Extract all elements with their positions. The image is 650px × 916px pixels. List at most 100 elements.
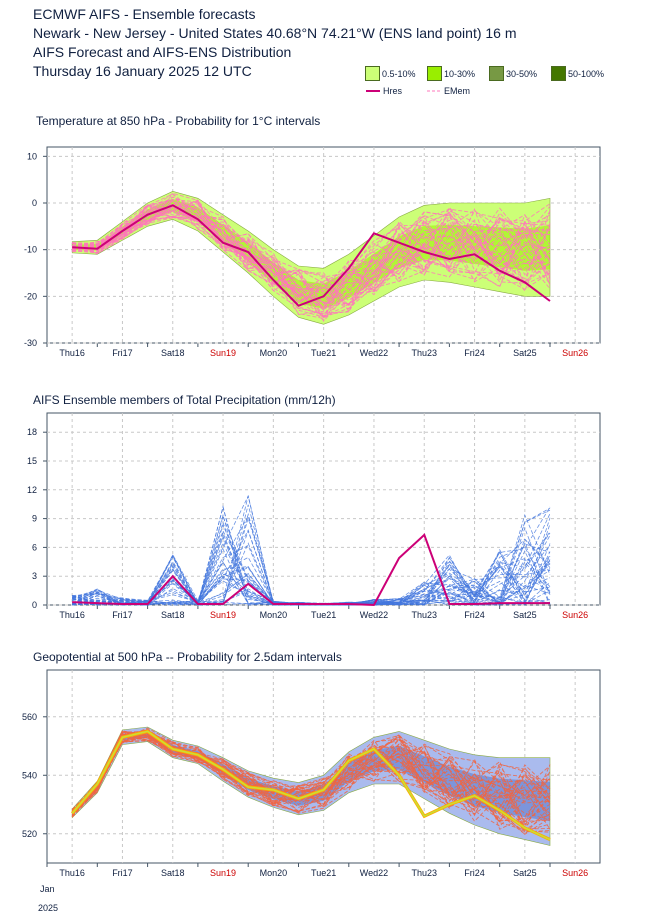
legend-hres-line — [366, 90, 380, 92]
ensemble-member-line — [71, 736, 551, 830]
y-tick-label: 0 — [32, 198, 37, 208]
x-tick-label: Tue21 — [311, 868, 336, 878]
legend-hres-label: Hres — [383, 86, 403, 96]
x-tick-label: Wed22 — [360, 610, 388, 620]
x-tick-label: Fri17 — [112, 868, 133, 878]
x-tick-label: Sat25 — [513, 868, 537, 878]
y-tick-label: 12 — [27, 485, 37, 495]
legend-emem: EMem — [427, 86, 470, 96]
x-tick-label: Fri17 — [112, 610, 133, 620]
x-tick-label: Thu16 — [59, 610, 85, 620]
ensemble-member-line — [72, 216, 551, 310]
x-tick-label: Sat18 — [161, 868, 185, 878]
x-tick-label: Sun26 — [562, 868, 588, 878]
geopotential-panel-title: Geopotential at 500 hPa -- Probability f… — [33, 650, 342, 664]
ensemble-member-line — [72, 210, 551, 291]
ensemble-member-line — [71, 735, 551, 814]
footer-year: 2025 — [38, 903, 59, 913]
x-tick-label: Sun19 — [210, 610, 236, 620]
y-tick-label: 6 — [32, 542, 37, 552]
x-tick-label: Sat18 — [161, 610, 185, 620]
y-tick-label: 3 — [32, 571, 37, 581]
ensemble-member-line — [71, 735, 551, 813]
y-tick-label: 540 — [22, 770, 37, 780]
x-tick-label: Tue21 — [311, 610, 336, 620]
hres-line — [72, 533, 550, 607]
x-tick-label: Sun26 — [562, 610, 588, 620]
legend-emem-line — [427, 90, 441, 92]
legend-item-3: 50-100% — [551, 66, 604, 81]
ensemble-member-line — [71, 736, 551, 831]
legend-label: 0.5-10% — [382, 68, 416, 79]
x-tick-label: Sat25 — [513, 610, 537, 620]
legend-item-2: 30-50% — [489, 66, 537, 81]
ensemble-member-line — [71, 733, 551, 827]
ensemble-band-inner — [72, 199, 550, 309]
legend-label: 30-50% — [506, 68, 538, 79]
footer-month: Jan — [40, 884, 55, 894]
y-tick-label: -30 — [24, 338, 37, 348]
x-tick-label: Fri17 — [112, 348, 133, 358]
legend-emem-label: EMem — [444, 86, 471, 96]
panel-2: Thu16 Fri17 Sat18 Sun19 Mon20 Tue21 Wed22 Thu23… — [22, 669, 601, 878]
x-tick-label: Mon20 — [260, 868, 288, 878]
legend-swatch — [365, 66, 380, 81]
y-tick-label: 18 — [27, 427, 37, 437]
y-tick-label: -20 — [24, 291, 37, 301]
header-subtitle: AIFS Forecast and AIFS-ENS Distribution — [33, 44, 292, 60]
y-tick-label: 15 — [27, 456, 37, 466]
x-tick-label: Thu16 — [59, 868, 85, 878]
temperature-panel-title: Temperature at 850 hPa - Probability for… — [36, 114, 321, 128]
hres-line — [72, 204, 551, 307]
header-location: Newark - New Jersey - United States 40.6… — [33, 25, 517, 41]
legend-label: 50-100% — [568, 68, 605, 79]
ensemble-member-line — [72, 206, 551, 323]
y-tick-label: 9 — [32, 514, 37, 524]
x-tick-label: Tue21 — [311, 348, 336, 358]
ensemble-member-line — [71, 734, 551, 816]
x-tick-label: Wed22 — [360, 348, 388, 358]
x-tick-label: Thu16 — [59, 348, 85, 358]
y-tick-label: -10 — [24, 245, 37, 255]
ensemble-member-line — [71, 727, 551, 824]
precip-panel-title: AIFS Ensemble members of Total Precipita… — [33, 393, 336, 407]
ensemble-member-line — [72, 193, 551, 302]
ensemble-member-line — [72, 196, 551, 307]
x-tick-label: Thu23 — [411, 610, 437, 620]
panel-1: Thu16 Fri17 Sat18 Sun19 Mon20 Tue21 Wed22 Thu23… — [27, 412, 601, 620]
header-date: Thursday 16 January 2025 12 UTC — [33, 63, 252, 79]
ensemble-member-line — [72, 208, 551, 308]
legend-item-0: 0.5-10% — [365, 66, 416, 81]
ensemble-member-line — [72, 203, 551, 318]
ensemble-member-line — [72, 205, 551, 307]
y-tick-label: 560 — [22, 712, 37, 722]
ensemble-member-line — [71, 732, 551, 830]
ensemble-member-line — [72, 551, 551, 606]
hres-line — [71, 730, 551, 841]
panel-0: Thu16 Fri17 Sat18 Sun19 Mon20 Tue21 Wed22 Thu23… — [24, 146, 601, 358]
legend-label: 10-30% — [444, 68, 476, 79]
ensemble-band-outer — [71, 190, 551, 325]
ensemble-member-line — [71, 734, 551, 826]
x-tick-label: Fri24 — [464, 348, 485, 358]
ensemble-member-line — [72, 199, 551, 318]
ensemble-member-line — [72, 196, 551, 318]
header-title: ECMWF AIFS - Ensemble forecasts — [33, 6, 256, 22]
legend-swatch — [489, 66, 504, 81]
ensemble-member-line — [72, 538, 551, 606]
x-tick-label: Sun19 — [210, 868, 236, 878]
ensemble-member-line — [71, 733, 551, 830]
x-tick-label: Sat18 — [161, 348, 185, 358]
x-tick-label: Sun26 — [562, 348, 588, 358]
legend-swatch — [427, 66, 442, 81]
x-tick-label: Fri24 — [464, 868, 485, 878]
ensemble-member-line — [72, 203, 551, 318]
legend-hres: Hres — [366, 86, 402, 96]
ensemble-member-line — [72, 204, 551, 287]
ensemble-member-line — [72, 207, 551, 321]
ensemble-member-line — [72, 206, 551, 313]
ensemble-member-line — [72, 198, 551, 316]
y-tick-label: 0 — [32, 600, 37, 610]
ensemble-member-line — [72, 205, 551, 305]
